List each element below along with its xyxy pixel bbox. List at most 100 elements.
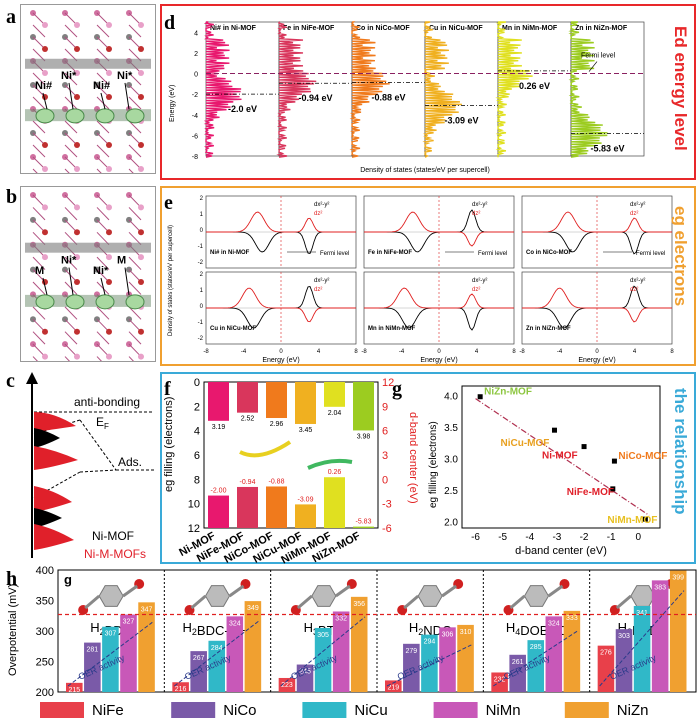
h-ligand-part: H (183, 620, 192, 635)
g-ytick: 4.0 (444, 391, 458, 402)
d-dos-curve (495, 21, 533, 158)
d-col-title: Fe in NiFe-MOF (283, 25, 335, 32)
f-dband-label: -3.09 (298, 496, 314, 503)
f-dband-bar (324, 477, 345, 528)
side-title-e: eg electrons (670, 206, 690, 306)
h-legend-swatch (564, 702, 609, 718)
atom-label: Ni* (61, 255, 77, 267)
h-trend-line (599, 590, 685, 687)
bond (128, 96, 142, 110)
h-ylabel: Overpotential (mV) (7, 584, 19, 676)
panel-label-f: f (164, 378, 171, 400)
bond (96, 72, 110, 86)
legend-ni-mof: Ni-MOF (92, 529, 134, 543)
e-subplot-label: Mn in NiMn-MOF (368, 326, 416, 332)
atom (138, 94, 144, 100)
h-trend-line (386, 644, 472, 687)
atom (42, 70, 48, 76)
h-bar (651, 580, 669, 692)
bond (32, 24, 46, 38)
bond (32, 96, 46, 110)
e-ytick: 0 (200, 304, 204, 310)
g-xtick: 0 (636, 532, 642, 543)
atom (106, 254, 112, 261)
molecule-ring (311, 585, 337, 607)
octahedron (95, 294, 115, 310)
bond (96, 256, 110, 270)
h-bar (244, 601, 262, 692)
f-ytick-right: 0 (382, 474, 388, 486)
bond (64, 331, 78, 345)
bond (64, 281, 78, 295)
bond (96, 331, 110, 345)
g-xlabel: d-band center (eV) (515, 545, 607, 557)
d-col-title: Ni# in Ni-MOF (210, 25, 257, 32)
panel-d-frame (160, 4, 696, 180)
molecule-ring (98, 585, 124, 607)
e-xtick: -8 (203, 349, 209, 355)
h-bar (350, 596, 368, 692)
atom (74, 46, 80, 52)
d-col-title: Mn in NiMn-MOF (502, 25, 558, 32)
bond (128, 120, 142, 134)
h-legend-swatch (171, 702, 216, 718)
h-bar-value: 219 (387, 684, 399, 691)
bond (96, 231, 110, 246)
e-legend-dx: dx²-y² (314, 278, 329, 284)
panel-label-c: c (6, 370, 15, 392)
atom (106, 94, 112, 100)
bond (128, 72, 142, 86)
h-bar-value: 383 (654, 584, 666, 591)
e-xtick: 0 (595, 349, 599, 355)
f-eg-bar (295, 382, 316, 424)
e-xtick: 4 (633, 349, 637, 355)
h-bar (190, 651, 207, 692)
atom (138, 204, 144, 211)
bond (64, 24, 78, 38)
f-ytick-left: 4 (194, 426, 200, 438)
g-ytick: 3.5 (444, 423, 458, 434)
e-xtick: 4 (475, 349, 479, 355)
crystal-structure-a: Ni# Ni* Ni# Ni* (25, 10, 151, 182)
bond (128, 231, 142, 246)
h-inner-label: g (64, 572, 72, 587)
atom (138, 328, 144, 335)
atom (42, 279, 48, 285)
molecule-bond (615, 594, 632, 610)
f-ytick-left: 8 (194, 474, 200, 486)
e-legend-dx: dx²-y² (630, 202, 645, 208)
d-ytick: -8 (192, 154, 198, 161)
h-ligand-part: 4 (515, 627, 520, 637)
g-xtick: -3 (552, 532, 561, 543)
e-legend-dz: dz² (630, 287, 638, 293)
molecule-bond (441, 584, 458, 598)
h-bar-value: 303 (618, 633, 630, 640)
f-ytick-right: -6 (382, 523, 392, 535)
e-fermi-label: Fermi level (636, 251, 665, 257)
g-point (477, 394, 483, 400)
pointer-arrow (68, 267, 74, 295)
f-eg-label: 3.19 (212, 424, 226, 431)
f-dband-label: -5.83 (356, 519, 372, 526)
e-xtick: 0 (437, 349, 441, 355)
atom (74, 254, 80, 261)
f-eg-label: 3.45 (299, 427, 313, 434)
e-xtick: -4 (399, 349, 405, 355)
g-point-label: NiZn-MOF (484, 387, 532, 398)
e-legend-dz: dz² (630, 211, 638, 217)
atom-label: Ni* (93, 265, 109, 277)
atom (106, 328, 112, 335)
molecule-bond (122, 584, 139, 598)
e-xtick: 8 (354, 349, 358, 355)
h-ligand-part: H (506, 620, 515, 635)
e-xtick: 8 (670, 349, 674, 355)
pointer-arrow (100, 92, 106, 110)
molecule-bond (509, 594, 526, 610)
e-xtick: 8 (512, 349, 516, 355)
atom (138, 142, 144, 148)
atom (138, 279, 144, 285)
f-eg-label: 2.96 (270, 421, 284, 428)
e-xtick: -8 (361, 349, 367, 355)
atom (106, 229, 112, 236)
f-ytick-right: 12 (382, 377, 394, 389)
